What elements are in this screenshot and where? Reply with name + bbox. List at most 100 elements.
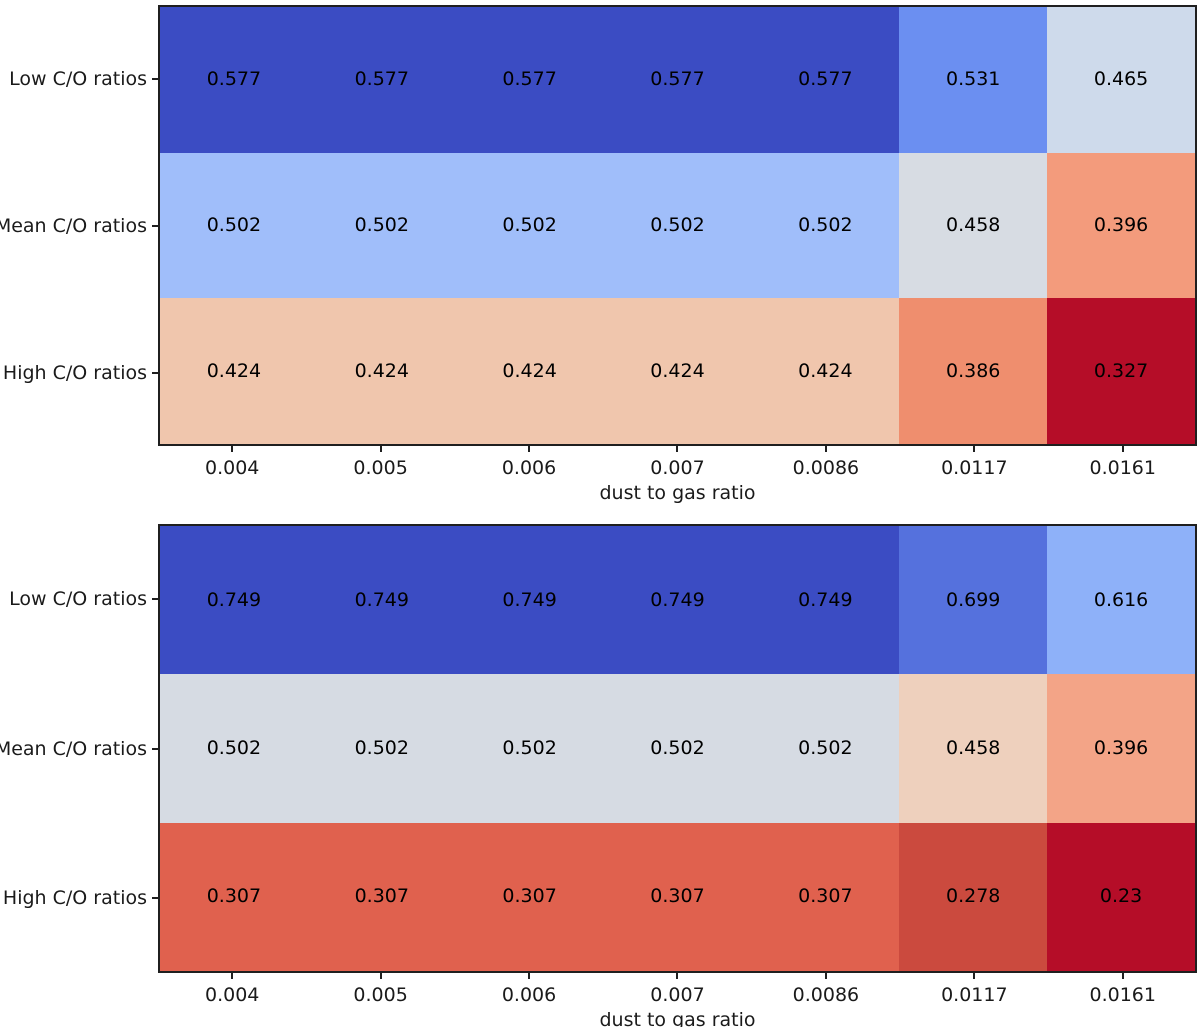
x-tick-label: 0.0086 xyxy=(792,984,860,1006)
y-tick-mark xyxy=(152,371,158,374)
heatmap-cell: 0.465 xyxy=(1047,7,1195,153)
y-tick-label: Low C/O ratios xyxy=(0,5,158,152)
x-tick-label: 0.0117 xyxy=(941,984,1008,1006)
heatmap-chart-bottom: Low C/O ratios Mean C/O ratios High C/O ra… xyxy=(0,524,1200,1027)
heatmap-grid: 0.577 0.577 0.577 0.577 0.577 0.531 0.465 0.502… xyxy=(160,7,1195,444)
y-tick-text: Mean C/O ratios xyxy=(0,214,147,237)
x-tick: 0.004 xyxy=(158,446,306,479)
x-tick-label: 0.0161 xyxy=(1089,984,1156,1006)
heatmap-cell: 0.502 xyxy=(455,674,604,823)
x-tick-label: 0.006 xyxy=(501,457,557,479)
heatmap-cell: 0.458 xyxy=(899,152,1048,299)
heatmap-cell: 0.396 xyxy=(1047,674,1195,823)
heatmap-cell: 0.502 xyxy=(751,152,900,299)
heatmap-cell: 0.386 xyxy=(899,298,1048,444)
x-tick-mark xyxy=(676,973,679,979)
heatmap-cell: 0.749 xyxy=(455,526,604,675)
heatmap-cell: 0.307 xyxy=(160,822,308,971)
y-tick-mark xyxy=(152,597,158,600)
x-tick-label: 0.006 xyxy=(501,984,557,1006)
heatmap-cell: 0.502 xyxy=(307,674,456,823)
heatmap-cell: 0.502 xyxy=(603,674,752,823)
x-tick: 0.007 xyxy=(603,973,751,1006)
x-tick: 0.0086 xyxy=(752,973,900,1006)
x-tick: 0.0086 xyxy=(752,446,900,479)
x-tick-label: 0.004 xyxy=(205,984,260,1006)
y-tick-mark xyxy=(152,77,158,80)
x-tick-label: 0.0086 xyxy=(792,457,860,479)
x-tick-mark xyxy=(379,446,382,452)
x-tick: 0.0161 xyxy=(1049,973,1197,1006)
heatmap-cell: 0.577 xyxy=(603,7,752,153)
heatmap-cell: 0.396 xyxy=(1047,152,1195,299)
heatmap-cell: 0.307 xyxy=(603,822,752,971)
x-tick: 0.005 xyxy=(306,446,454,479)
heatmap-cell: 0.502 xyxy=(603,152,752,299)
x-tick-mark xyxy=(231,973,234,979)
x-tick: 0.0161 xyxy=(1049,446,1197,479)
x-tick-mark xyxy=(528,973,531,979)
heatmap-cell: 0.749 xyxy=(603,526,752,675)
heatmap-cell: 0.424 xyxy=(455,298,604,444)
x-tick-label: 0.005 xyxy=(353,984,408,1006)
heatmap-cell: 0.502 xyxy=(455,152,604,299)
x-axis-ticks: 0.004 0.005 0.006 0.007 0.0086 0.0117 0.0161 xyxy=(158,973,1197,1006)
x-axis-title: dust to gas ratio xyxy=(599,482,756,504)
heatmap-cell: 0.616 xyxy=(1047,526,1195,675)
x-tick-label: 0.007 xyxy=(650,984,705,1006)
heatmap-cell: 0.278 xyxy=(899,822,1048,971)
y-tick-text: High C/O ratios xyxy=(2,887,147,910)
x-tick: 0.0117 xyxy=(900,446,1048,479)
x-tick-mark xyxy=(824,446,827,452)
y-tick-mark xyxy=(152,224,158,227)
heatmap-cell: 0.424 xyxy=(160,298,308,444)
heatmap-cell: 0.749 xyxy=(160,526,308,675)
x-tick-mark xyxy=(973,446,976,452)
x-tick: 0.0117 xyxy=(900,973,1048,1006)
y-tick-label: Mean C/O ratios xyxy=(0,152,158,299)
x-tick-mark xyxy=(231,446,234,452)
x-tick-label: 0.0117 xyxy=(941,457,1008,479)
y-tick-mark xyxy=(152,897,158,900)
y-tick-label: High C/O ratios xyxy=(0,823,158,973)
x-axis-ticks: 0.004 0.005 0.006 0.007 0.0086 0.0117 0.0161 xyxy=(158,446,1197,479)
heatmap-cell: 0.577 xyxy=(455,7,604,153)
y-tick-text: High C/O ratios xyxy=(2,361,147,384)
heatmap-cell: 0.502 xyxy=(160,674,308,823)
heatmap-cell: 0.424 xyxy=(307,298,456,444)
y-tick-label: Low C/O ratios xyxy=(0,524,158,674)
heatmap-cell: 0.307 xyxy=(307,822,456,971)
x-tick-mark xyxy=(1121,973,1124,979)
x-axis-title: dust to gas ratio xyxy=(599,1009,756,1027)
x-tick-mark xyxy=(1121,446,1124,452)
y-tick-text: Mean C/O ratios xyxy=(0,737,147,760)
x-tick-mark xyxy=(824,973,827,979)
heatmap-cell: 0.23 xyxy=(1047,822,1195,971)
heatmap-cell: 0.424 xyxy=(603,298,752,444)
x-tick-label: 0.004 xyxy=(205,457,260,479)
x-tick-mark xyxy=(676,446,679,452)
heatmap-cell: 0.307 xyxy=(751,822,900,971)
heatmap-cell: 0.749 xyxy=(307,526,456,675)
x-tick-label: 0.005 xyxy=(353,457,408,479)
y-tick-text: Low C/O ratios xyxy=(9,67,147,90)
y-axis-labels: Low C/O ratios Mean C/O ratios High C/O ra… xyxy=(0,5,158,446)
heatmap-cell: 0.502 xyxy=(160,152,308,299)
heatmap-cell: 0.502 xyxy=(307,152,456,299)
y-tick-label: High C/O ratios xyxy=(0,299,158,446)
plot-area: 0.749 0.749 0.749 0.749 0.749 0.699 0.616 0.502… xyxy=(158,524,1197,973)
heatmap-cell: 0.749 xyxy=(751,526,900,675)
y-tick-mark xyxy=(152,747,158,750)
y-tick-text: Low C/O ratios xyxy=(9,587,147,610)
x-tick-label: 0.007 xyxy=(650,457,705,479)
x-tick-mark xyxy=(528,446,531,452)
x-tick: 0.005 xyxy=(306,973,454,1006)
y-tick-label: Mean C/O ratios xyxy=(0,674,158,824)
x-tick: 0.006 xyxy=(455,973,603,1006)
x-tick-mark xyxy=(973,973,976,979)
heatmap-cell: 0.577 xyxy=(751,7,900,153)
heatmap-chart-top: Low C/O ratios Mean C/O ratios High C/O ra… xyxy=(0,5,1200,506)
heatmap-cell: 0.502 xyxy=(751,674,900,823)
x-tick-label: 0.0161 xyxy=(1089,457,1156,479)
